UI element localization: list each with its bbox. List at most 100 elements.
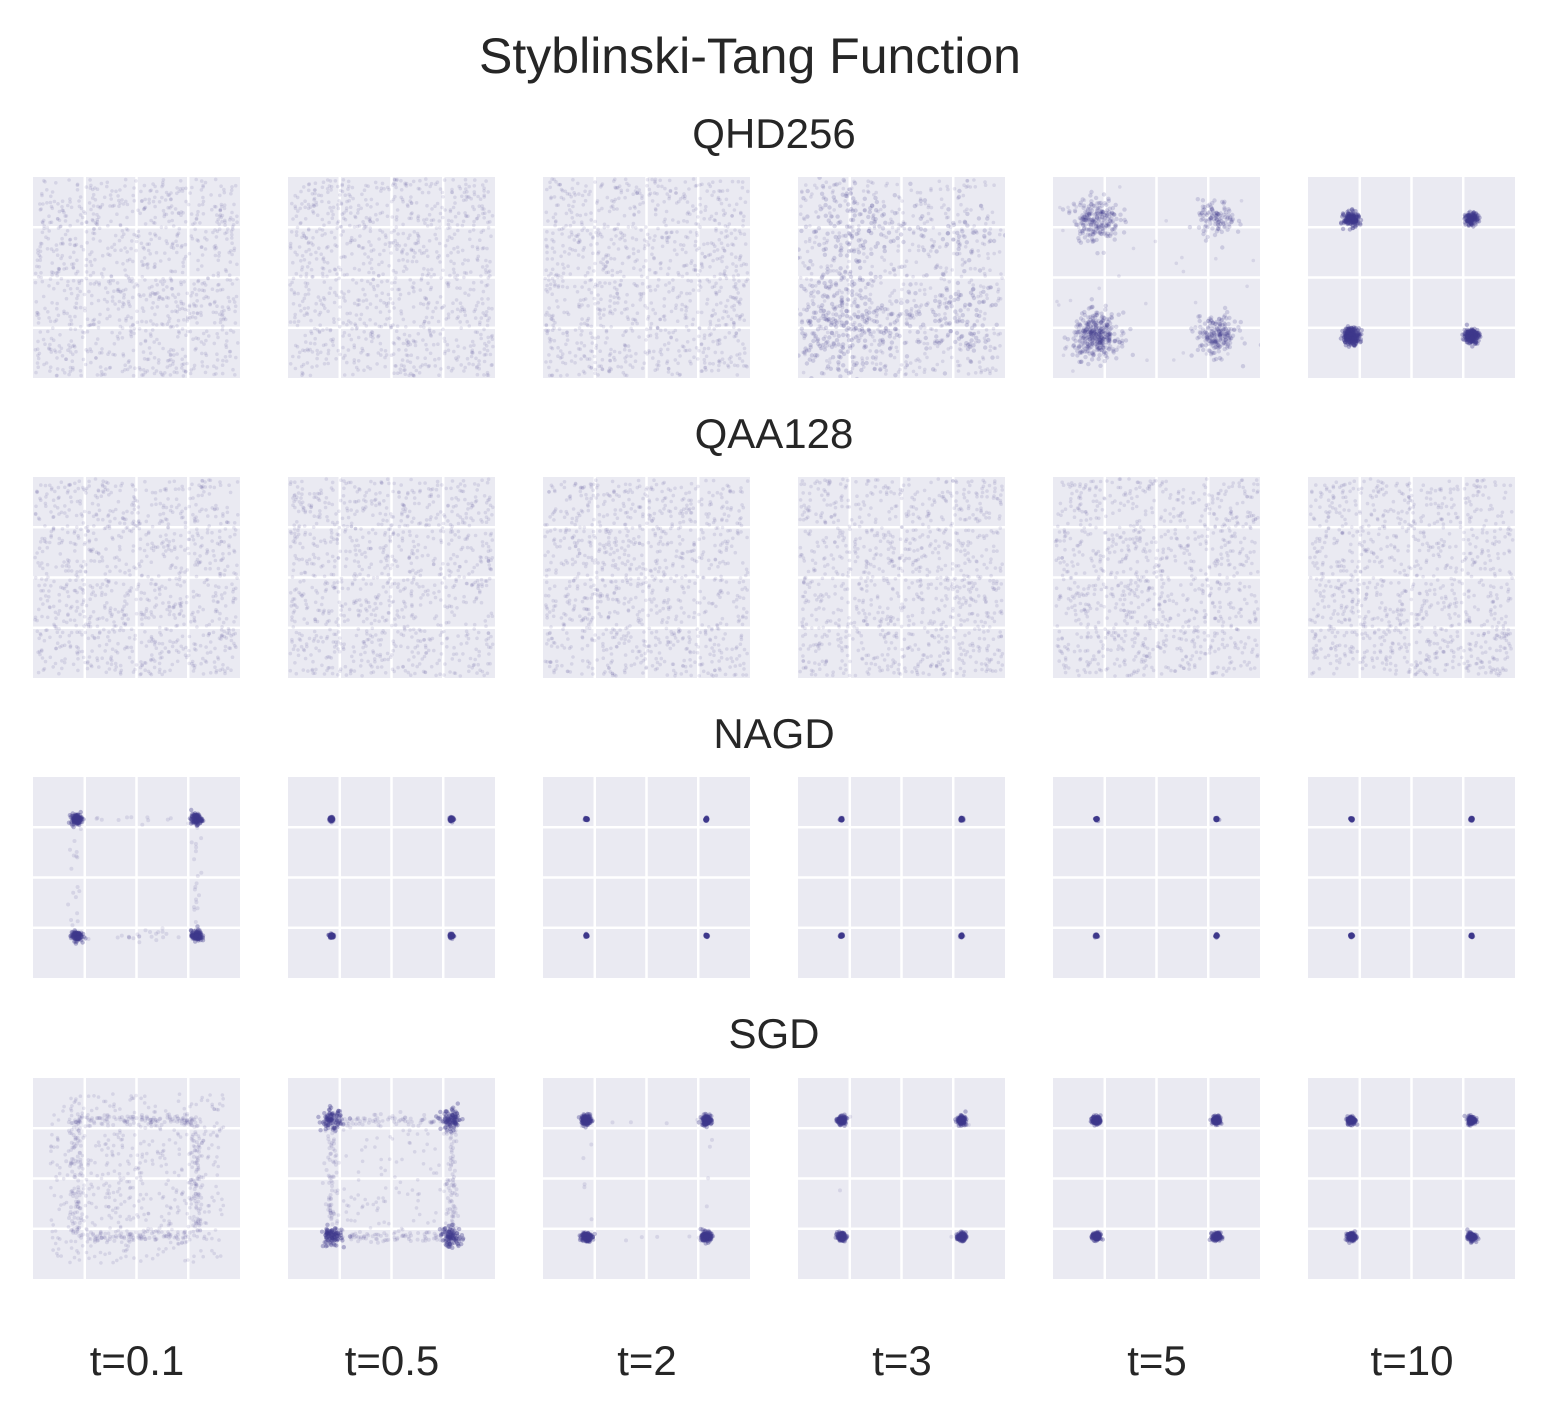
scatter-point [327,200,331,204]
scatter-point [453,201,457,205]
scatter-point [685,263,689,267]
scatter-point [711,286,715,290]
scatter-point [127,300,131,304]
scatter-point [873,224,877,228]
scatter-point [802,334,806,338]
scatter-point [911,243,915,247]
scatter-point [1122,207,1126,211]
scatter-point [568,235,572,239]
scatter-point [965,240,969,244]
scatter-point [50,337,54,341]
scatter-point [704,205,708,209]
scatter-point [389,324,393,328]
scatter-point [392,198,396,202]
scatter-point [91,188,95,192]
scatter-point [1008,221,1012,225]
scatter-point [958,308,962,312]
scatter-point [386,186,390,190]
scatter-point [725,198,729,202]
scatter-point [323,280,327,284]
scatter-point [174,207,178,211]
scatter-point [715,212,719,216]
scatter-point [99,365,103,369]
scatter-point [593,302,597,306]
scatter-point [857,238,861,242]
scatter-point [113,249,117,253]
scatter-point [1144,302,1148,306]
scatter-point [619,283,623,287]
scatter-point [731,262,735,266]
scatter-point [485,264,489,268]
scatter-point [434,306,438,310]
scatter-point [100,347,104,351]
scatter-point [447,219,451,223]
scatter-point [1095,344,1099,348]
scatter-point [307,183,311,187]
scatter-point [345,209,349,213]
scatter-point [432,343,436,347]
scatter-point [897,223,901,227]
scatter-point [432,330,436,334]
scatter-point [164,198,168,202]
scatter-point [133,199,137,203]
scatter-point [153,216,157,220]
scatter-point [231,225,235,229]
scatter-point [459,301,463,305]
scatter-point [358,234,362,238]
scatter-point [695,346,699,350]
scatter-point [90,350,94,354]
scatter-point [703,366,707,370]
scatter-point [831,189,835,193]
scatter-point [962,235,966,239]
scatter-point [631,322,635,326]
scatter-point [140,373,144,377]
scatter-point [898,208,902,212]
scatter-point [689,230,693,234]
scatter-point [858,288,862,292]
scatter-point [365,353,369,357]
scatter-point [176,244,180,248]
scatter-point [224,268,228,272]
scatter-point [807,266,811,270]
scatter-point [643,304,647,308]
scatter-point [662,304,666,308]
scatter-point [822,309,826,313]
scatter-point [169,197,173,201]
scatter-point [988,285,992,289]
scatter-point [561,263,565,267]
scatter-point [116,194,120,198]
scatter-point [742,215,746,219]
scatter-point [178,227,182,231]
scatter-point [735,287,739,291]
scatter-point [70,206,74,210]
scatter-point [1084,328,1088,332]
scatter-point [840,309,844,313]
scatter-point [573,361,577,365]
scatter-point [384,323,388,327]
scatter-point [853,181,857,185]
scatter-point [469,270,473,274]
scatter-point [658,179,662,183]
scatter-point [957,369,961,373]
scatter-point [860,278,864,282]
scatter-point [593,180,597,184]
scatter-point [639,298,643,302]
scatter-point [485,247,489,251]
scatter-point [612,242,616,246]
scatter-point [88,178,92,182]
scatter-point [897,244,901,248]
scatter-point [455,338,459,342]
scatter-point [477,359,481,363]
scatter-point [684,305,688,309]
scatter-point [817,226,821,230]
scatter-point [450,237,454,241]
scatter-point [732,308,736,312]
scatter-point [201,364,205,368]
scatter-point [393,281,397,285]
scatter-point [453,232,457,236]
scatter-point [706,242,710,246]
scatter-point [983,345,987,349]
scatter-point [207,334,211,338]
scatter-point [996,290,1000,294]
scatter-point [348,224,352,228]
